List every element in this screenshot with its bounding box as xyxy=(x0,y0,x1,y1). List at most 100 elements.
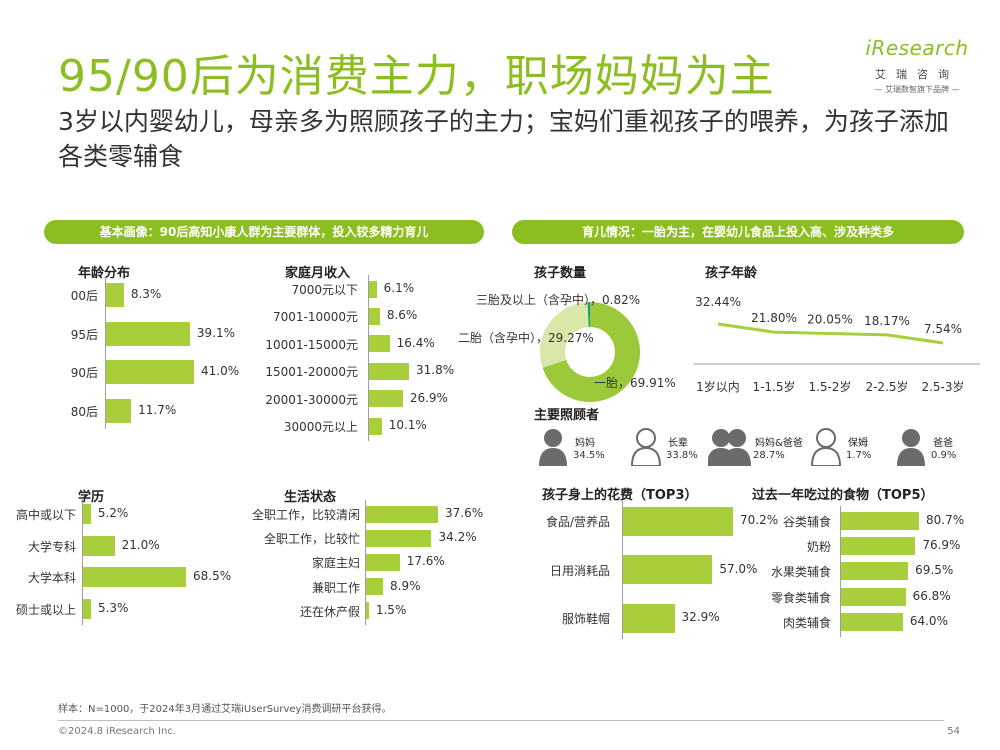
bar-category-label: 7000元以下 xyxy=(291,283,358,297)
brand-logo: iResearch 艾瑞咨询 — 艾瑞数智旗下品牌 — xyxy=(862,36,972,106)
bar xyxy=(366,578,384,596)
line-category-label: 2.5-3岁 xyxy=(921,379,964,394)
bar-value-label: 5.3% xyxy=(97,600,129,615)
pie-label-second: 二胎（含孕中），29.27% xyxy=(458,331,594,345)
bar-value-label: 5.2% xyxy=(97,506,129,520)
bar-category-label: 全职工作，比较清闲 xyxy=(251,508,360,522)
bar-category-label: 80后 xyxy=(70,405,98,420)
bar xyxy=(841,512,919,530)
bar xyxy=(369,417,382,435)
line-value-label: 18.17% xyxy=(864,314,910,328)
bar-value-label: 68.5% xyxy=(193,569,232,584)
line-category-label: 1-1.5岁 xyxy=(752,379,795,394)
bar-category-label: 食品/营养品 xyxy=(545,515,610,529)
nanny-icon xyxy=(808,426,844,470)
bar xyxy=(83,598,91,619)
caregiver-pct: 33.8% xyxy=(666,450,698,461)
footer-note: 样本：N=1000，于2024年3月通过艾瑞iUserSurvey消费调研平台获… xyxy=(58,704,392,715)
bar xyxy=(623,506,733,536)
bar-axis xyxy=(82,498,83,625)
chart-education-title: 学历 xyxy=(78,490,105,505)
caregiver-pct: 0.9% xyxy=(931,450,957,461)
caregiver-item: 爸爸 0.9% xyxy=(893,424,985,468)
bar-value-label: 8.9% xyxy=(390,578,421,593)
caregiver-title: 主要照顾者 xyxy=(534,408,600,423)
bar-value-label: 11.7% xyxy=(138,403,177,418)
footer-divider xyxy=(58,720,944,721)
logo-cn-name: 艾瑞咨询 xyxy=(875,68,959,81)
parents-icon xyxy=(707,426,752,470)
bar-value-label: 16.4% xyxy=(396,335,435,350)
chart-age-title: 年龄分布 xyxy=(78,266,131,281)
bar-value-label: 21.0% xyxy=(121,537,160,552)
bar-value-label: 6.1% xyxy=(383,281,415,295)
bar-category-label: 大学专科 xyxy=(27,539,76,554)
pie-label-third: 三胎及以上（含孕中），0.82% xyxy=(476,293,641,307)
bar xyxy=(366,602,369,620)
bar xyxy=(369,362,409,380)
parents-icon-svg xyxy=(707,429,751,466)
bar xyxy=(841,587,906,606)
bar-axis xyxy=(105,277,106,430)
elder-icon xyxy=(628,426,664,470)
bar xyxy=(369,307,380,325)
bar xyxy=(623,603,675,633)
bar xyxy=(106,399,132,424)
caregiver-item: 长辈 33.8% xyxy=(628,424,720,468)
kid-age-title: 孩子年龄 xyxy=(705,266,758,281)
chart-life-status: 生活状态 全职工作，比较清闲 37.6% 全职工作，比较忙 34.2% 家庭主妇 17.6%… xyxy=(215,486,490,636)
line-value-label: 21.80% xyxy=(751,311,797,325)
caregiver-item: 妈妈 34.5% xyxy=(535,424,627,468)
page-subtitle: 3岁以内婴幼儿，母亲多为照顾孩子的主力；宝妈们重视孩子的喂养，为孩子添加各类零辅… xyxy=(58,107,949,171)
chart-education: 学历 高中或以下 5.2% 大学专科 21.0% 大学本科 68.5% 硕士或以上 5.3% xyxy=(16,486,255,636)
bar xyxy=(83,535,115,556)
bar-value-label: 66.8% xyxy=(912,588,951,603)
bar-category-label: 服饰鞋帽 xyxy=(561,612,610,626)
pie-slice xyxy=(542,302,640,402)
bar-value-label: 41.0% xyxy=(201,364,240,379)
bar-category-label: 30000元以上 xyxy=(283,420,358,434)
bar xyxy=(366,529,432,547)
bar-category-label: 肉类辅食 xyxy=(782,615,831,630)
bar-value-label: 70.2% xyxy=(740,513,779,527)
chart-income-title: 家庭月收入 xyxy=(285,266,351,281)
caregiver-item: 妈妈&爸爸 28.7% xyxy=(707,424,803,470)
bar xyxy=(369,280,377,298)
line-category-label: 1岁以内 xyxy=(696,379,740,394)
chart-family-income: 家庭月收入 7000元以下 6.1% 7001-10000元 8.6% 10001-150… xyxy=(245,262,470,452)
bar-category-label: 硕士或以上 xyxy=(15,602,76,617)
bar-axis xyxy=(840,506,841,637)
line-value-label: 32.44% xyxy=(695,295,741,309)
chart-age-distribution: 年龄分布 00后 8.3% 95后 39.1% 90后 41.0% 80后 11.7% xyxy=(40,262,255,447)
bar xyxy=(369,335,390,353)
bar-category-label: 15001-20000元 xyxy=(265,365,358,380)
mother-icon-svg xyxy=(539,429,567,466)
bar-axis xyxy=(368,274,369,441)
bar-category-label: 7001-10000元 xyxy=(272,310,358,325)
bar-category-label: 20001-30000元 xyxy=(265,392,358,407)
bar-category-label: 还在休产假 xyxy=(299,604,360,619)
bar-value-label: 17.6% xyxy=(406,554,445,569)
bar-value-label: 34.2% xyxy=(438,530,477,545)
bar-category-label: 全职工作，比较忙 xyxy=(263,532,360,547)
bar xyxy=(841,612,903,631)
chart-child-spending: 食品/营养品 70.2% 日用消耗品 57.0% 服饰鞋帽 32.9% xyxy=(520,482,778,652)
bar-category-label: 00后 xyxy=(70,289,98,303)
page-number: 54 xyxy=(947,726,960,737)
bar-value-label: 76.9% xyxy=(922,538,961,553)
bar-category-label: 家庭主妇 xyxy=(311,556,360,571)
bar-axis xyxy=(622,500,623,639)
logo-slogan: — 艾瑞数智旗下品牌 — xyxy=(874,85,960,94)
bar-category-label: 谷类辅食 xyxy=(782,515,831,529)
food-title: 过去一年吃过的食物（TOP5） xyxy=(752,488,934,503)
line-series xyxy=(717,322,944,345)
bar xyxy=(841,562,909,581)
father-icon xyxy=(893,426,929,470)
page-title: 95/90后为消费主力，职场妈妈为主 xyxy=(58,51,775,102)
bar xyxy=(83,567,186,588)
line-value-label: 7.54% xyxy=(924,322,962,336)
bar xyxy=(366,505,438,523)
bar xyxy=(623,555,713,584)
chart-food-eaten: 谷类辅食 80.7% 奶粉 76.9% 水果类辅食 69.5% 零食类辅食 66.8% 肉类辅食… xyxy=(745,482,975,652)
line-value-label: 20.05% xyxy=(807,312,853,326)
